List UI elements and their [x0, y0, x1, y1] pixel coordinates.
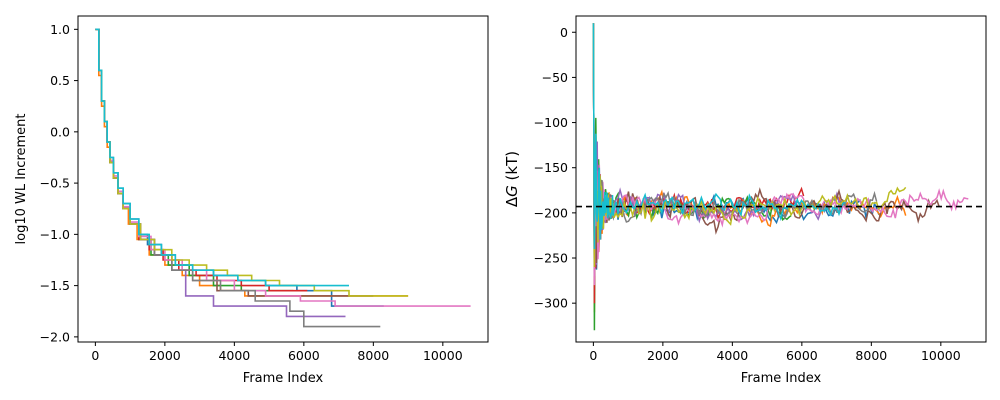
x-tick-label: 10000 — [921, 348, 961, 363]
y-tick-label: 0.0 — [50, 124, 70, 139]
y-tick-label: −200 — [534, 205, 568, 220]
right-series-line — [592, 23, 805, 304]
right-series-line — [592, 23, 792, 331]
y-tick-label: 0 — [560, 25, 568, 40]
x-tick-label: 6000 — [288, 348, 320, 363]
y-tick-label: −50 — [542, 70, 568, 85]
right-series-line — [592, 23, 940, 268]
right-y-axis-label: ΔG (kT) — [503, 151, 521, 207]
right-x-ticks: 0 2000 4000 6000 8000 10000 — [589, 342, 961, 363]
left-y-ticks: 1.0 0.5 0.0 −0.5 −1.0 −1.5 −2.0 — [40, 22, 78, 344]
x-tick-label: 6000 — [786, 348, 818, 363]
x-tick-label: 4000 — [218, 348, 250, 363]
right-series-line — [592, 23, 878, 259]
left-series-line — [95, 28, 384, 307]
y-tick-label: 0.5 — [50, 73, 70, 88]
y-tick-label: −250 — [534, 251, 568, 266]
right-series-line — [592, 23, 969, 286]
y-tick-label: −100 — [534, 115, 568, 130]
left-series-line — [95, 28, 349, 287]
right-y-ticks: 0 −50 −100 −150 −200 −250 −300 — [534, 25, 576, 311]
left-x-ticks: 0 2000 4000 6000 8000 10000 — [91, 342, 463, 363]
x-tick-label: 0 — [589, 348, 597, 363]
right-series-line — [592, 23, 907, 268]
kt-unit: (kT) — [503, 151, 521, 185]
right-series-line — [592, 23, 907, 313]
y-tick-label: −1.0 — [40, 227, 70, 242]
left-series-line — [95, 28, 374, 297]
x-tick-label: 2000 — [647, 348, 679, 363]
left-y-axis-label: log10 WL Increment — [14, 114, 29, 245]
left-x-axis-label: Frame Index — [243, 371, 324, 386]
left-series-line — [95, 28, 409, 297]
right-series-line — [592, 23, 844, 277]
right-x-axis-label: Frame Index — [741, 371, 822, 386]
right-chart: 0 2000 4000 6000 8000 10000 0 −50 −100 −150 −200 −… — [503, 15, 987, 386]
right-series-line — [592, 23, 882, 290]
delta-symbol: Δ — [503, 196, 521, 207]
left-series-line — [95, 28, 471, 307]
left-series-group — [95, 28, 471, 328]
y-tick-label: −0.5 — [40, 176, 70, 191]
y-tick-label: −1.5 — [40, 278, 70, 293]
x-tick-label: 0 — [91, 348, 99, 363]
y-tick-label: 1.0 — [50, 22, 70, 37]
x-tick-label: 8000 — [855, 348, 887, 363]
y-tick-label: −2.0 — [40, 329, 70, 344]
y-tick-label: −150 — [534, 160, 568, 175]
left-series-line — [95, 28, 381, 328]
x-tick-label: 4000 — [716, 348, 748, 363]
x-tick-label: 8000 — [357, 348, 389, 363]
left-chart: 0 2000 4000 6000 8000 10000 1.0 0.5 0.0 −0.5 −1.0… — [14, 15, 489, 386]
y-tick-label: −300 — [534, 296, 568, 311]
right-series-group — [592, 23, 969, 331]
x-tick-label: 2000 — [149, 348, 181, 363]
left-series-line — [95, 28, 409, 297]
left-series-line — [95, 28, 308, 292]
left-plot-frame — [77, 15, 489, 343]
left-series-line — [95, 28, 346, 318]
x-tick-label: 10000 — [423, 348, 463, 363]
right-plot-frame — [575, 15, 987, 343]
left-series-line — [95, 28, 294, 292]
right-series-line — [592, 23, 846, 250]
g-variable: G — [503, 185, 521, 197]
